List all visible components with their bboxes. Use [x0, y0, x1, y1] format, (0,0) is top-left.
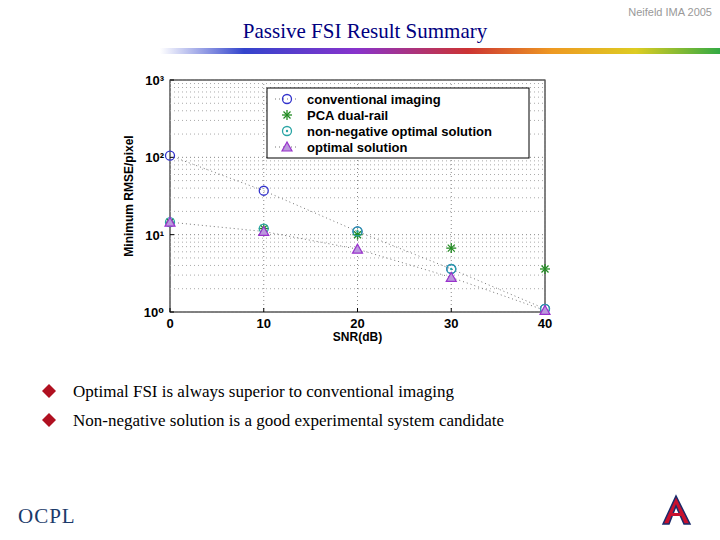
tick-label-x: 0	[166, 316, 173, 331]
data-point	[259, 226, 269, 235]
marker-part	[284, 112, 291, 119]
minor-grid	[170, 180, 545, 181]
tick-x	[263, 308, 264, 312]
legend-marker	[283, 127, 292, 136]
data-point	[446, 272, 456, 281]
marker-part	[542, 265, 549, 272]
marker-part	[286, 130, 288, 132]
minor-grid	[170, 265, 545, 266]
marker-part	[446, 272, 456, 281]
bullet-icon	[42, 384, 56, 398]
marker-part	[166, 218, 175, 227]
minor-grid	[170, 257, 545, 258]
series-line	[170, 156, 545, 309]
minor-grid	[170, 275, 545, 276]
tick-label-x: 20	[350, 316, 364, 331]
data-point	[259, 186, 268, 195]
slide: Passive FSI Result Summary Neifeld IMA 20…	[0, 0, 720, 540]
data-point	[165, 217, 175, 227]
y-axis-label: Minimum RMSE/pixel	[122, 135, 136, 256]
tick-x	[451, 308, 452, 312]
tick-label-y: 10⁰	[144, 305, 164, 320]
legend-label: PCA dual-rail	[307, 108, 388, 123]
legend-marker	[282, 110, 292, 120]
marker-part	[542, 265, 549, 272]
data-point	[540, 305, 550, 314]
legend-label: optimal solution	[307, 140, 407, 155]
tick-label-y: 10³	[145, 73, 164, 88]
logo-shape	[670, 513, 682, 516]
data-point	[540, 264, 550, 274]
marker-part	[283, 95, 292, 104]
canvas: Passive FSI Result Summary Neifeld IMA 20…	[0, 0, 720, 540]
title-bar	[160, 48, 720, 54]
tick-label-x: 40	[538, 316, 552, 331]
tick-x	[357, 308, 358, 312]
legend-marker	[282, 142, 292, 151]
minor-grid	[170, 242, 545, 243]
marker-part	[540, 305, 550, 314]
minor-grid	[170, 188, 545, 189]
bullet-icon	[42, 413, 56, 427]
legend-label: conventional imaging	[307, 92, 441, 107]
data-layer	[165, 151, 550, 314]
plot-frame	[170, 80, 545, 312]
data-point	[353, 244, 363, 253]
marker-part	[166, 151, 175, 160]
logo-text: OCPL	[18, 504, 76, 528]
x-axis-label: SNR(dB)	[333, 330, 382, 344]
university-logo	[663, 496, 690, 524]
marker-part	[353, 227, 362, 236]
legend-box	[267, 88, 529, 158]
tick-label-x: 10	[257, 316, 271, 331]
minor-grid	[170, 83, 545, 84]
grid-x	[545, 80, 546, 312]
tick-y	[170, 234, 174, 235]
grid-x	[263, 80, 264, 312]
data-point	[166, 218, 175, 227]
minor-grid	[170, 174, 545, 175]
minor-grid	[170, 164, 545, 165]
data-point	[446, 243, 456, 253]
marker-part	[282, 142, 292, 151]
minor-grid	[170, 169, 545, 170]
data-point	[165, 217, 175, 226]
logo-shape	[663, 496, 690, 524]
tick-y	[170, 80, 174, 81]
tick-label-y: 10²	[145, 150, 164, 165]
tick-y	[170, 312, 174, 313]
minor-grid	[170, 211, 545, 212]
marker-part	[448, 245, 455, 252]
legend-marker	[283, 95, 292, 104]
marker-part	[450, 268, 452, 270]
slide-title: Passive FSI Result Summary	[243, 19, 488, 43]
marker-part	[448, 245, 455, 252]
tick-label-x: 30	[444, 316, 458, 331]
marker-part	[284, 112, 291, 119]
marker-part	[259, 226, 269, 235]
data-point	[166, 151, 175, 160]
grid-x	[170, 80, 171, 312]
legend-label: non-negative optimal solution	[307, 124, 492, 139]
bullet-text: Optimal FSI is always superior to conven…	[73, 382, 455, 401]
minor-grid	[170, 160, 545, 161]
minor-grid	[170, 288, 545, 289]
tick-label-y: 10¹	[145, 228, 164, 243]
tick-x	[170, 308, 171, 312]
bullet-text: Non-negative solution is a good experime…	[73, 411, 504, 430]
marker-part	[283, 127, 292, 136]
marker-part	[353, 244, 363, 253]
marker-part	[165, 217, 175, 226]
corner-text: Neifeld IMA 2005	[628, 6, 712, 18]
marker-part	[259, 186, 268, 195]
data-point	[353, 227, 362, 236]
legend-line	[275, 99, 299, 100]
series-line	[170, 222, 545, 310]
marker-part	[356, 230, 358, 232]
grid-y	[170, 80, 545, 81]
minor-grid	[170, 197, 545, 198]
